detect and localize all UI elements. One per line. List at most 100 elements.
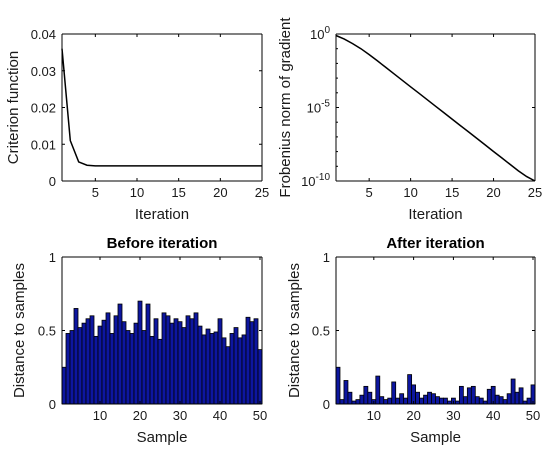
bar [185,315,191,405]
bar [65,333,71,405]
chart-title: Before iteration [107,235,218,252]
bars [335,366,536,405]
bar [77,327,83,405]
bar [355,399,361,405]
x-tick-label: 25 [255,185,269,200]
bar [391,381,397,405]
bar [443,397,448,405]
y-tick-label: 0.02 [31,101,56,116]
bar [518,387,524,405]
bar [221,337,227,405]
bar [399,393,405,405]
y-axis-label: Criterion function [5,51,22,164]
x-tick-label: 40 [213,408,227,423]
chart-after: 10 20 30 40 50 0 0.5 1 Sample Distance to samples… [286,235,540,446]
bar [506,393,512,405]
bar [253,318,259,405]
bar [229,333,235,405]
bar [157,338,163,405]
bar [466,387,472,405]
bar [85,318,91,405]
bar [233,327,239,405]
bar [109,333,115,405]
bar [415,391,420,405]
series-line [335,34,536,182]
bar [249,321,255,405]
y-tick-label: 0.5 [38,324,56,339]
bar [189,318,195,405]
x-axis-label: Iteration [135,206,189,223]
bar [375,375,381,405]
x-tick-label: 10 [367,408,381,423]
x-tick-label: 25 [528,185,542,200]
x-tick-label: 15 [171,185,185,200]
bar [486,388,492,405]
x-tick-label: 10 [93,408,107,423]
bar [510,378,516,405]
bar [137,300,143,405]
bar [257,349,263,405]
bar [81,322,87,405]
y-tick-label: 0.04 [31,27,56,42]
bar [69,330,75,405]
bar [165,315,171,405]
bar [101,319,107,405]
bar [383,399,389,405]
bar [213,331,219,405]
bar [245,316,251,405]
bar [363,385,369,405]
bar [225,346,231,405]
x-axis-label: Sample [137,429,188,446]
bar [494,394,500,405]
bar [145,303,151,405]
y-tick-label: 1 [49,250,56,265]
x-tick-label: 50 [526,408,540,423]
bar [197,325,203,405]
x-tick-label: 20 [406,408,420,423]
y-axis-label: Frobenius norm of gradient [277,17,294,198]
bar [201,334,207,405]
bar [121,321,127,405]
y-tick-label: 100 [310,25,330,42]
bar [205,328,211,405]
bar [431,393,436,405]
bar [367,391,373,405]
bar [117,303,123,405]
x-tick-label: 15 [445,185,459,200]
bar [387,397,393,405]
bar [177,321,183,405]
bar [129,333,135,405]
y-tick-label: 10-10 [301,172,330,189]
x-tick-label: 20 [213,185,227,200]
bar [335,366,341,405]
bar [423,394,428,405]
chart-title: After iteration [386,235,484,252]
bar [498,396,504,405]
bar [379,396,385,405]
x-axis-label: Sample [410,429,461,446]
series-line [61,48,262,167]
bar [105,312,111,405]
x-tick-label: 50 [253,408,267,423]
y-tick-label: 0 [323,397,330,412]
bar [193,312,199,405]
bar [403,397,409,405]
x-tick-label: 10 [403,185,417,200]
y-axis-label: Distance to samples [286,263,303,398]
y-tick-label: 0.01 [31,137,56,152]
bar [407,374,413,405]
bar [61,366,67,405]
x-tick-label: 30 [173,408,187,423]
bar [237,337,243,405]
x-tick-label: 5 [92,185,99,200]
bar [427,391,432,405]
bar [526,397,532,405]
bar [153,318,159,405]
bar [173,318,179,405]
bar [217,318,223,405]
bar [419,397,424,405]
x-axis-label: Iteration [408,206,462,223]
bar [514,391,520,405]
bars [61,300,263,405]
